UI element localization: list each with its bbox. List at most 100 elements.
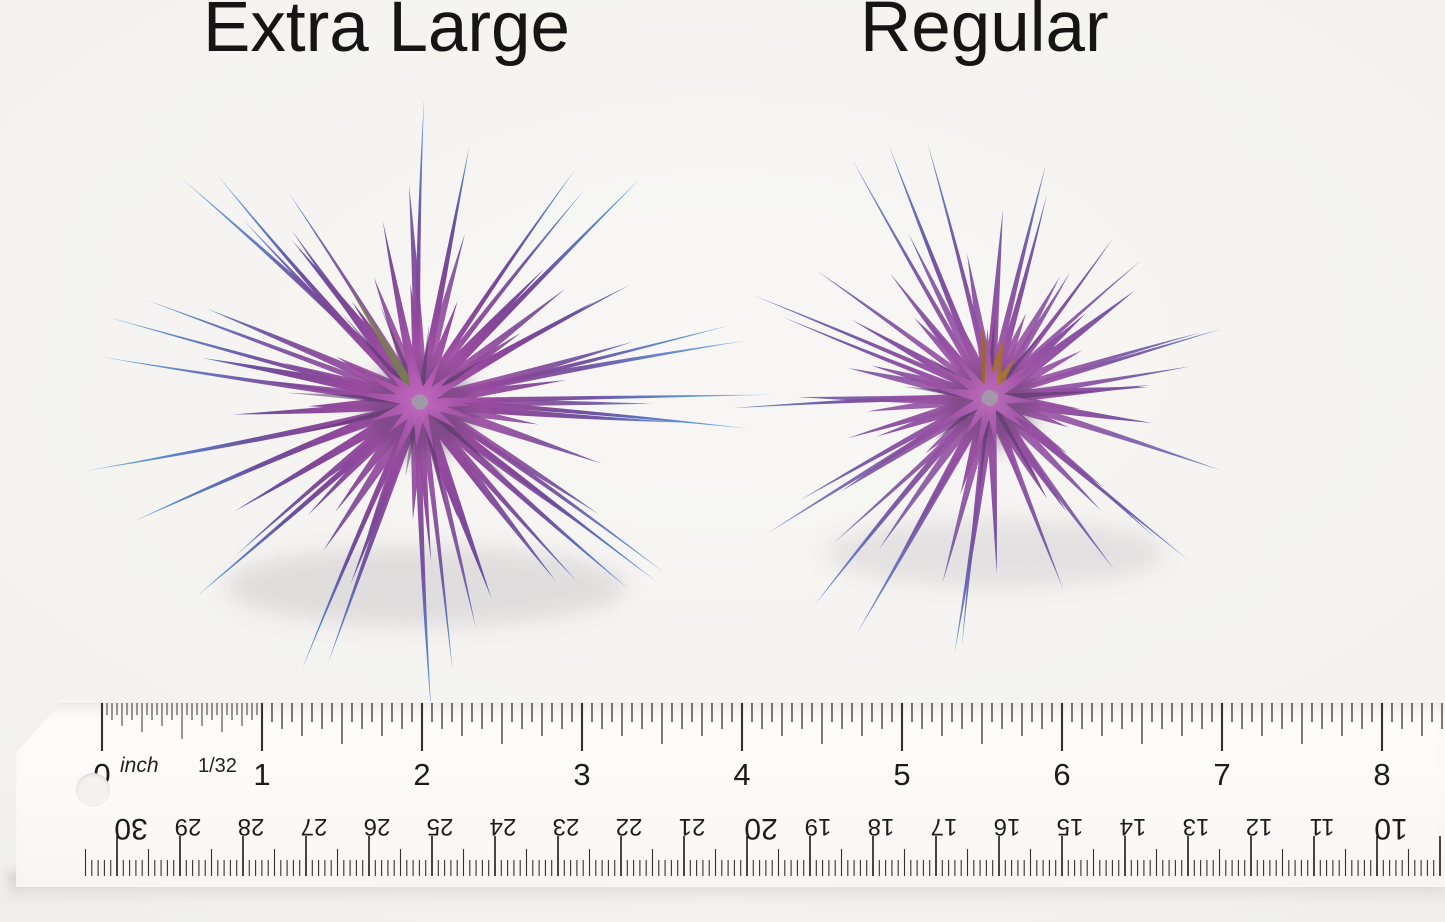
plant-shadow	[225, 546, 628, 627]
cm-number: 19	[805, 813, 832, 840]
ruler-unit-label: inch	[120, 754, 159, 777]
cm-number: 27	[301, 813, 328, 840]
leaf	[851, 319, 983, 397]
leaf	[991, 399, 1027, 430]
cm-number: 29	[175, 813, 202, 840]
leaf	[942, 410, 993, 584]
leaf	[328, 416, 420, 663]
leaf	[418, 360, 441, 398]
inch-number: 7	[1213, 757, 1230, 792]
leaf	[985, 410, 997, 575]
leaf	[415, 233, 465, 391]
leaf	[181, 178, 413, 389]
cm-number: 13	[1183, 813, 1210, 840]
cm-number: 22	[616, 813, 643, 840]
leaf	[753, 295, 978, 393]
leaf	[422, 402, 457, 429]
cm-number: 14	[1120, 813, 1147, 840]
leaf	[997, 290, 1136, 397]
leaf	[900, 406, 989, 555]
leaf	[427, 412, 629, 589]
cm-number: 30	[114, 812, 147, 845]
leaf	[363, 372, 415, 403]
inch-number: 1	[253, 757, 270, 792]
leaf	[414, 419, 432, 720]
leaf	[423, 169, 576, 388]
cm-number: 15	[1057, 813, 1084, 840]
plant-extra-large	[83, 96, 776, 720]
leaf	[440, 394, 776, 404]
leaf	[387, 408, 421, 473]
size-label-extra-large: Extra Large	[203, 0, 571, 67]
plant-regular	[731, 140, 1222, 654]
size-label-regular: Regular	[860, 0, 1109, 67]
ruler-graduation-label: 1/32	[198, 755, 237, 777]
cm-number: 21	[679, 813, 706, 840]
cm-number: 17	[931, 813, 958, 840]
leaf	[799, 399, 978, 501]
leaf	[1004, 396, 1221, 471]
inch-number: 4	[733, 757, 750, 792]
leaf	[133, 402, 404, 522]
leaf	[233, 399, 408, 415]
leaf	[995, 362, 1047, 398]
ruler-scales: 0 1 2 3 4 5 6 7 830 29 28 27 26 25 24 23 22 21 20 19 18 17 16 1…	[84, 703, 1443, 876]
leaf	[1001, 387, 1149, 402]
cm-number: 12	[1246, 813, 1273, 840]
cm-number: 20	[744, 812, 777, 845]
leaf	[420, 414, 476, 629]
cm-number: 28	[238, 813, 265, 840]
leaf	[207, 308, 411, 399]
leaf	[984, 209, 1003, 385]
leaf	[202, 358, 409, 404]
leaf	[146, 299, 405, 399]
cm-number: 11	[1310, 813, 1335, 840]
leaf	[418, 146, 470, 387]
leaf	[349, 288, 419, 395]
leaf	[430, 403, 599, 515]
leaf	[991, 194, 1047, 387]
inch-number: 5	[893, 757, 910, 792]
leaf	[851, 158, 983, 386]
inch-number: 2	[413, 757, 430, 792]
leaf	[813, 405, 980, 607]
leaf	[974, 405, 993, 465]
leaf	[196, 411, 411, 597]
leaf	[926, 396, 985, 432]
leaf	[350, 412, 422, 585]
leaf	[953, 353, 989, 395]
leaf	[385, 369, 419, 401]
leaf	[424, 189, 585, 390]
ruler-hole	[76, 773, 110, 807]
leaf	[984, 328, 995, 390]
leaf	[412, 350, 426, 395]
leaf	[437, 324, 733, 402]
leaf	[997, 392, 1036, 404]
leaf	[936, 388, 983, 403]
leaf	[234, 404, 411, 512]
leaf	[1004, 328, 1222, 397]
leaf	[426, 399, 481, 421]
ruler: 0 1 2 3 4 5 6 7 8 30 29 28 27 26 25 24 23 22 21 20 19 18 17 16 1…	[16, 701, 1445, 887]
leaf	[878, 403, 985, 550]
cm-number: 18	[868, 813, 895, 840]
cm-number: 23	[553, 813, 580, 840]
leaf	[424, 376, 469, 404]
leaf	[100, 356, 402, 405]
leaf	[428, 301, 594, 399]
cm-number: 25	[427, 813, 454, 840]
leaf	[993, 272, 1071, 393]
ruler-scale-cm: 30 29 28 27 26 25 24 23 22 21 20 19 18 17 16 15 14 13 12 11…	[84, 812, 1441, 876]
cm-number: 16	[994, 813, 1021, 840]
inch-number: 6	[1053, 757, 1070, 792]
leaf	[985, 360, 999, 393]
leaf	[817, 270, 982, 391]
leaf	[943, 368, 988, 399]
cm-number: 24	[490, 813, 517, 840]
leaf	[350, 392, 413, 407]
inch-number: 3	[573, 757, 590, 792]
leaf	[964, 401, 991, 436]
